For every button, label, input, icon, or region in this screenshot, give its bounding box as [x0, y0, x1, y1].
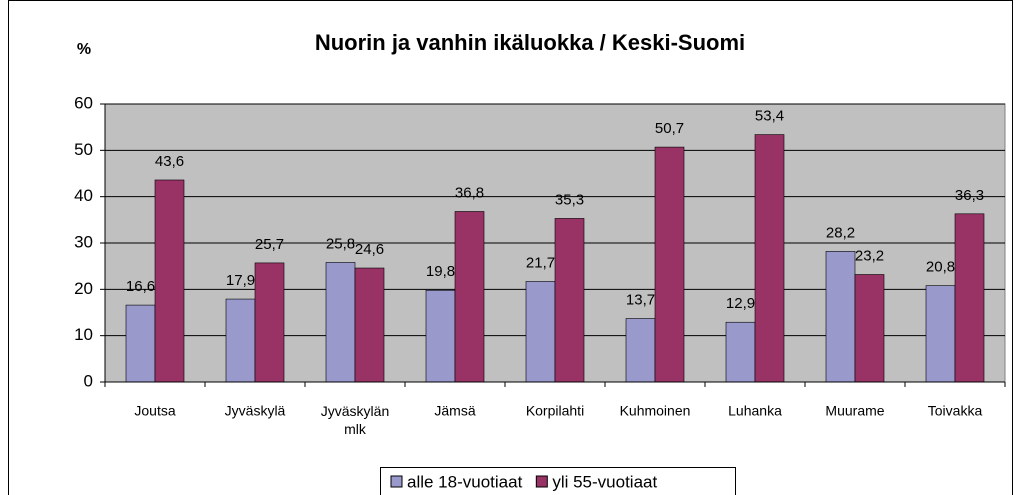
bar — [225, 298, 256, 383]
value-label: 25,7 — [255, 236, 284, 253]
bar — [625, 318, 656, 383]
value-label: 36,3 — [955, 187, 984, 204]
bar — [554, 218, 585, 383]
legend-label: alle 18-vuotiaat — [407, 472, 523, 491]
x-tick-label: Toivakka — [928, 403, 983, 419]
value-label: 35,3 — [555, 191, 584, 208]
legend-swatch — [535, 475, 548, 488]
value-label: 43,6 — [155, 153, 184, 170]
value-label: 21,7 — [526, 254, 555, 271]
bar — [925, 285, 956, 383]
legend-box — [380, 467, 736, 495]
bar — [425, 289, 456, 383]
bar — [654, 146, 685, 383]
value-label: 25,8 — [326, 235, 355, 252]
bar — [954, 213, 985, 383]
bar — [354, 267, 385, 383]
bar — [254, 262, 285, 383]
x-tick-label: Jyväskylä — [225, 403, 286, 419]
x-tick-label: Joutsa — [134, 403, 175, 419]
value-label: 24,6 — [355, 241, 384, 258]
x-tick-label: Muurame — [825, 403, 884, 419]
x-tick-label: Luhanka — [728, 403, 782, 419]
bar — [154, 179, 185, 383]
y-tick-label: 50 — [74, 140, 93, 159]
y-tick-label: 30 — [74, 232, 93, 251]
bar — [854, 274, 885, 383]
value-label: 16,6 — [126, 278, 155, 295]
bar — [754, 134, 785, 383]
value-label: 23,2 — [855, 247, 884, 264]
bar — [454, 211, 485, 383]
chart-title: Nuorin ja vanhin ikäluokka / Keski-Suomi — [315, 30, 745, 55]
value-label: 53,4 — [755, 108, 784, 125]
value-label: 12,9 — [726, 295, 755, 312]
bar — [525, 281, 556, 383]
x-tick-label: Kuhmoinen — [620, 403, 691, 419]
x-tick-label: Jyväskylän mlk — [321, 403, 389, 437]
y-tick-label: 0 — [84, 371, 93, 390]
value-label: 50,7 — [655, 120, 684, 137]
y-tick-label: 60 — [74, 93, 93, 112]
value-label: 13,7 — [626, 291, 655, 308]
bar — [725, 321, 756, 383]
y-axis-label: % — [77, 41, 91, 58]
value-label: 20,8 — [926, 259, 955, 276]
bar — [125, 304, 156, 383]
y-tick-label: 40 — [74, 186, 93, 205]
bar — [825, 251, 856, 383]
value-label: 28,2 — [826, 224, 855, 241]
legend-swatch — [390, 475, 403, 488]
y-tick-label: 20 — [74, 279, 93, 298]
legend-label: yli 55-vuotiaat — [552, 472, 657, 491]
y-tick-label: 10 — [74, 325, 93, 344]
value-label: 36,8 — [455, 184, 484, 201]
bar — [325, 262, 356, 383]
value-label: 19,8 — [426, 263, 455, 280]
value-label: 17,9 — [226, 272, 255, 289]
x-tick-label: Korpilahti — [526, 403, 584, 419]
x-tick-label: Jämsä — [434, 403, 475, 419]
